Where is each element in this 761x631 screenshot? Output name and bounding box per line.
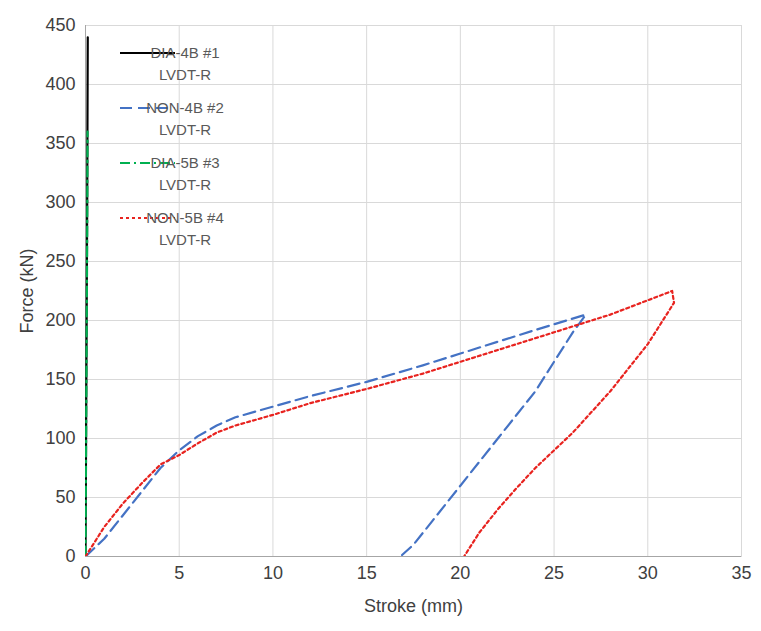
svg-text:LVDT-R: LVDT-R [159, 231, 211, 248]
svg-text:NON-5B #4: NON-5B #4 [146, 209, 224, 226]
svg-text:25: 25 [544, 563, 564, 583]
svg-text:LVDT-R: LVDT-R [159, 121, 211, 138]
svg-text:15: 15 [357, 563, 377, 583]
svg-text:100: 100 [45, 428, 75, 448]
svg-text:400: 400 [45, 74, 75, 94]
svg-text:30: 30 [638, 563, 658, 583]
svg-text:50: 50 [55, 487, 75, 507]
svg-text:450: 450 [45, 15, 75, 35]
svg-text:250: 250 [45, 251, 75, 271]
svg-text:350: 350 [45, 133, 75, 153]
svg-text:DIA-5B #3: DIA-5B #3 [150, 154, 219, 171]
svg-text:200: 200 [45, 310, 75, 330]
svg-text:20: 20 [450, 563, 470, 583]
svg-text:10: 10 [263, 563, 283, 583]
svg-text:LVDT-R: LVDT-R [159, 176, 211, 193]
svg-text:Stroke (mm): Stroke (mm) [364, 596, 463, 616]
svg-text:300: 300 [45, 192, 75, 212]
svg-text:5: 5 [174, 563, 184, 583]
svg-text:35: 35 [731, 563, 751, 583]
svg-text:Force (kN): Force (kN) [17, 249, 37, 334]
svg-text:0: 0 [80, 563, 90, 583]
svg-text:NON-4B #2: NON-4B #2 [146, 99, 224, 116]
svg-text:150: 150 [45, 369, 75, 389]
svg-text:0: 0 [65, 546, 75, 566]
svg-text:LVDT-R: LVDT-R [159, 66, 211, 83]
svg-text:DIA-4B #1: DIA-4B #1 [150, 44, 219, 61]
